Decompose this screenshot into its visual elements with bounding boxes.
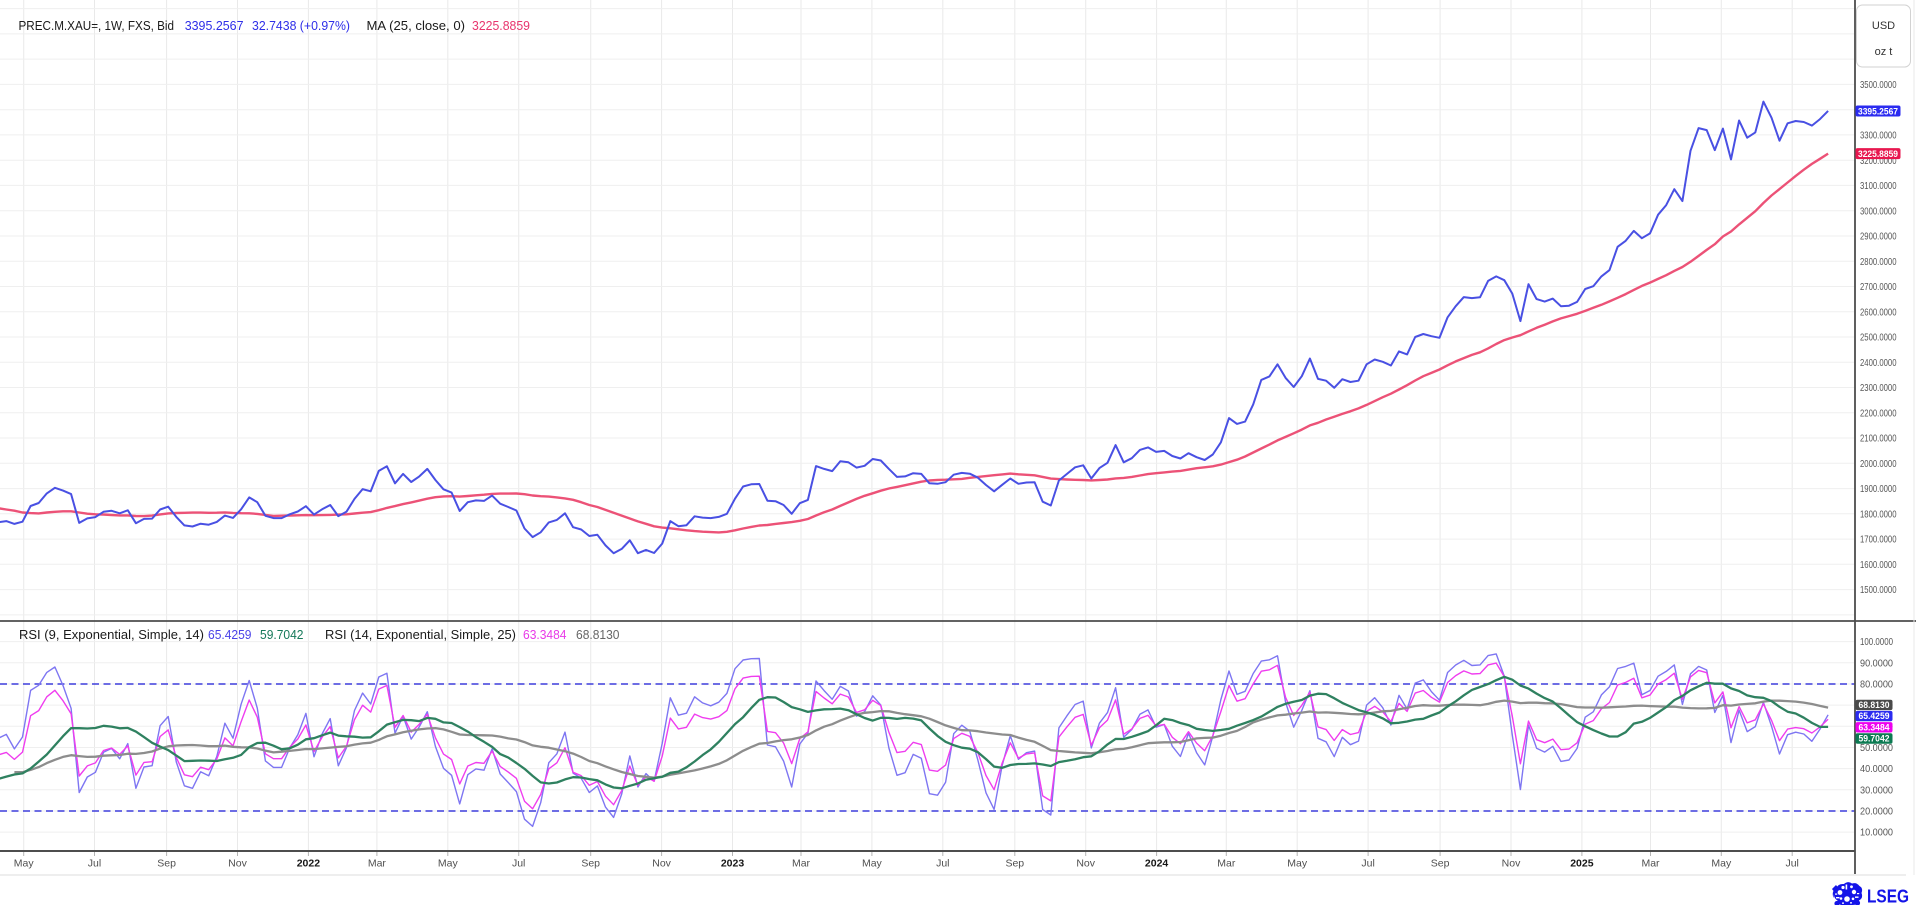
svg-text:Jul: Jul: [1361, 858, 1374, 870]
svg-text:65.4259: 65.4259: [1859, 711, 1890, 721]
svg-text:3395.2567: 3395.2567: [1858, 106, 1898, 117]
svg-text:Mar: Mar: [1217, 858, 1236, 870]
svg-text:2500.0000: 2500.0000: [1860, 332, 1897, 344]
svg-text:3225.8859: 3225.8859: [472, 19, 530, 33]
svg-text:1800.0000: 1800.0000: [1860, 508, 1897, 520]
svg-text:Sep: Sep: [1431, 858, 1450, 870]
svg-text:1600.0000: 1600.0000: [1860, 559, 1897, 571]
svg-text:3395.2567: 3395.2567: [185, 19, 244, 33]
svg-text:3000.0000: 3000.0000: [1860, 205, 1897, 217]
svg-text:Nov: Nov: [228, 858, 247, 870]
svg-text:50.0000: 50.0000: [1860, 742, 1893, 754]
svg-text:65.4259: 65.4259: [208, 628, 252, 642]
svg-text:68.8130: 68.8130: [576, 628, 620, 642]
svg-text:Nov: Nov: [1076, 858, 1095, 870]
svg-text:20.0000: 20.0000: [1860, 806, 1893, 818]
svg-text:Mar: Mar: [792, 858, 811, 870]
svg-text:Nov: Nov: [652, 858, 671, 870]
svg-text:Nov: Nov: [1502, 858, 1521, 870]
svg-text:59.7042: 59.7042: [1859, 734, 1890, 744]
svg-text:1500.0000: 1500.0000: [1860, 584, 1897, 596]
svg-text:3225.8859: 3225.8859: [1858, 149, 1898, 160]
svg-text:2200.0000: 2200.0000: [1860, 407, 1897, 419]
svg-text:LSEG: LSEG: [1867, 887, 1909, 905]
svg-text:USD: USD: [1872, 20, 1895, 32]
svg-text:RSI (14, Exponential, Simple,: RSI (14, Exponential, Simple, 25): [325, 628, 516, 642]
svg-text:Sep: Sep: [1005, 858, 1024, 870]
svg-text:63.3484: 63.3484: [523, 628, 567, 642]
svg-text:Mar: Mar: [1641, 858, 1660, 870]
svg-text:32.7438 (+0.97%): 32.7438 (+0.97%): [252, 19, 350, 33]
svg-text:90.0000: 90.0000: [1860, 657, 1893, 669]
svg-text:3500.0000: 3500.0000: [1860, 79, 1897, 91]
svg-text:30.0000: 30.0000: [1860, 784, 1893, 796]
svg-text:2022: 2022: [297, 858, 321, 870]
svg-text:RSI (9, Exponential, Simple, 1: RSI (9, Exponential, Simple, 14): [19, 628, 204, 642]
svg-text:2800.0000: 2800.0000: [1860, 256, 1897, 268]
svg-text:1700.0000: 1700.0000: [1860, 534, 1897, 546]
svg-text:Sep: Sep: [581, 858, 600, 870]
svg-text:40.0000: 40.0000: [1860, 763, 1893, 775]
svg-text:1900.0000: 1900.0000: [1860, 483, 1897, 495]
svg-text:10.0000: 10.0000: [1860, 827, 1893, 839]
svg-text:63.3484: 63.3484: [1859, 722, 1890, 732]
svg-text:2300.0000: 2300.0000: [1860, 382, 1897, 394]
svg-text:2024: 2024: [1145, 858, 1169, 870]
svg-text:2000.0000: 2000.0000: [1860, 458, 1897, 470]
svg-text:2600.0000: 2600.0000: [1860, 306, 1897, 318]
svg-text:2900.0000: 2900.0000: [1860, 231, 1897, 243]
svg-text:May: May: [1711, 858, 1732, 870]
svg-text:59.7042: 59.7042: [260, 628, 304, 642]
svg-text:3300.0000: 3300.0000: [1860, 130, 1897, 142]
svg-text:Jul: Jul: [88, 858, 101, 870]
svg-text:Jul: Jul: [512, 858, 525, 870]
svg-text:2025: 2025: [1570, 858, 1594, 870]
svg-text:MA (25, close, 0): MA (25, close, 0): [367, 19, 466, 33]
svg-text:Sep: Sep: [157, 858, 176, 870]
svg-text:2700.0000: 2700.0000: [1860, 281, 1897, 293]
svg-text:May: May: [862, 858, 883, 870]
svg-text:80.0000: 80.0000: [1860, 679, 1893, 691]
svg-text:Mar: Mar: [368, 858, 387, 870]
svg-text:PREC.M.XAU=, 1W, FXS, Bid: PREC.M.XAU=, 1W, FXS, Bid: [19, 19, 175, 33]
svg-text:2400.0000: 2400.0000: [1860, 357, 1897, 369]
svg-text:3100.0000: 3100.0000: [1860, 180, 1897, 192]
svg-text:100.0000: 100.0000: [1860, 636, 1893, 648]
svg-text:2023: 2023: [721, 858, 745, 870]
svg-text:oz t: oz t: [1875, 46, 1893, 58]
svg-text:68.8130: 68.8130: [1859, 700, 1890, 710]
svg-text:May: May: [14, 858, 35, 870]
svg-text:Jul: Jul: [936, 858, 949, 870]
svg-text:May: May: [438, 858, 459, 870]
svg-text:2100.0000: 2100.0000: [1860, 433, 1897, 445]
svg-text:Jul: Jul: [1785, 858, 1798, 870]
svg-text:May: May: [1287, 858, 1308, 870]
